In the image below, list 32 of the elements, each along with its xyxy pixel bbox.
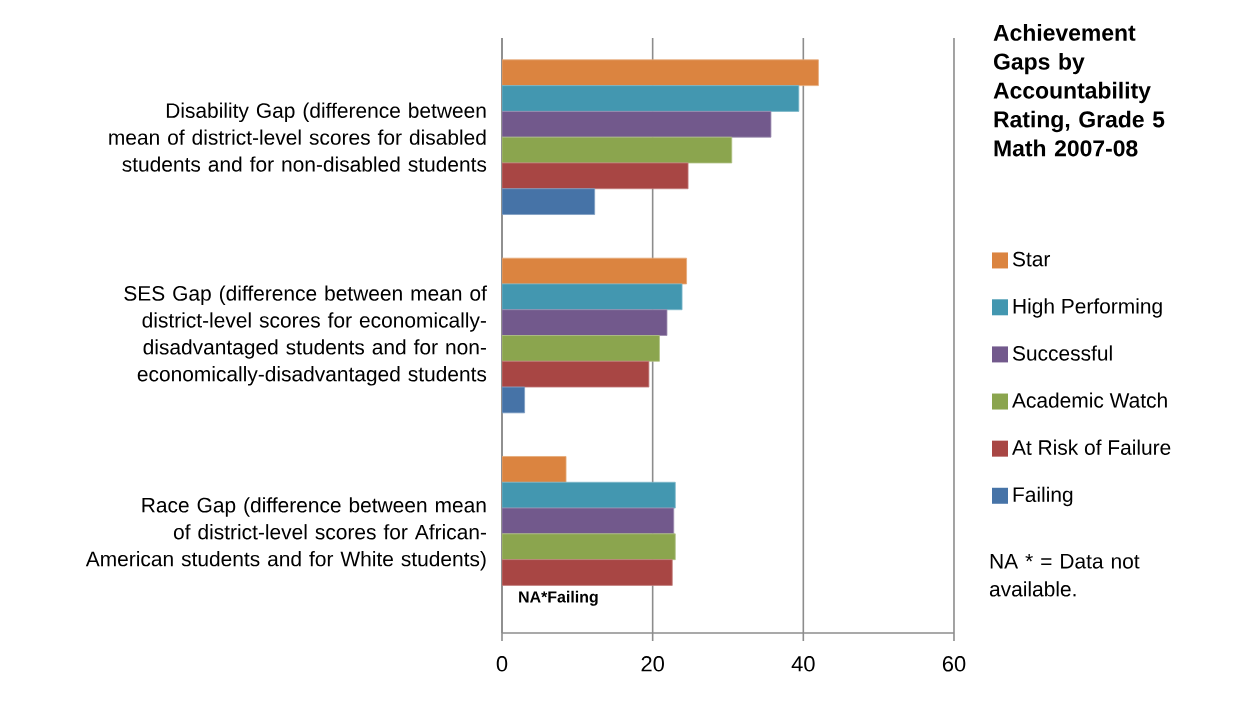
bar	[502, 85, 800, 112]
legend-label: High Performing	[1013, 298, 1162, 318]
y-tick-label: SES Gap (difference between mean of district-level scores for economically-disadvantaged students and for non-economically-disadvantaged students	[124, 285, 487, 386]
text: Achievement Gaps by Accountability Rating, Grade 5 Math 2007-08	[993, 24, 1165, 157]
bar	[502, 533, 676, 561]
legend-label: Academic Watch	[1012, 392, 1167, 408]
bar	[502, 335, 660, 362]
x-tick-label: 0	[496, 656, 508, 672]
x-tick-label: 40	[791, 656, 815, 672]
y-tick-label: Race Gap (difference between mean of district-level scores for African-American students and for White students)	[85, 497, 486, 571]
bar	[502, 59, 819, 87]
x-tick-label: 20	[641, 656, 664, 672]
bar	[502, 360, 650, 388]
legend-label: Star	[1012, 251, 1051, 267]
bar	[502, 507, 675, 535]
bar	[502, 257, 687, 285]
bar	[502, 456, 567, 483]
bar	[502, 309, 668, 336]
text: NA * = Data not available.	[989, 554, 1140, 597]
bar	[502, 162, 689, 190]
bar	[502, 136, 733, 164]
bar	[502, 188, 596, 215]
legend-label: Failing	[1013, 486, 1073, 507]
annotation: NA*Failing	[519, 590, 598, 606]
y-tick-label: Disability Gap (difference between mean of district-level scores for disabled students and for non-disabled students	[109, 102, 487, 172]
bar	[502, 110, 772, 138]
bar	[502, 283, 683, 311]
x-tick-label: 60	[942, 656, 966, 672]
legend-label: Successful	[1012, 345, 1112, 361]
bar	[502, 481, 676, 509]
bar	[502, 559, 673, 586]
legend-label: At Risk of Failure	[1012, 439, 1171, 455]
